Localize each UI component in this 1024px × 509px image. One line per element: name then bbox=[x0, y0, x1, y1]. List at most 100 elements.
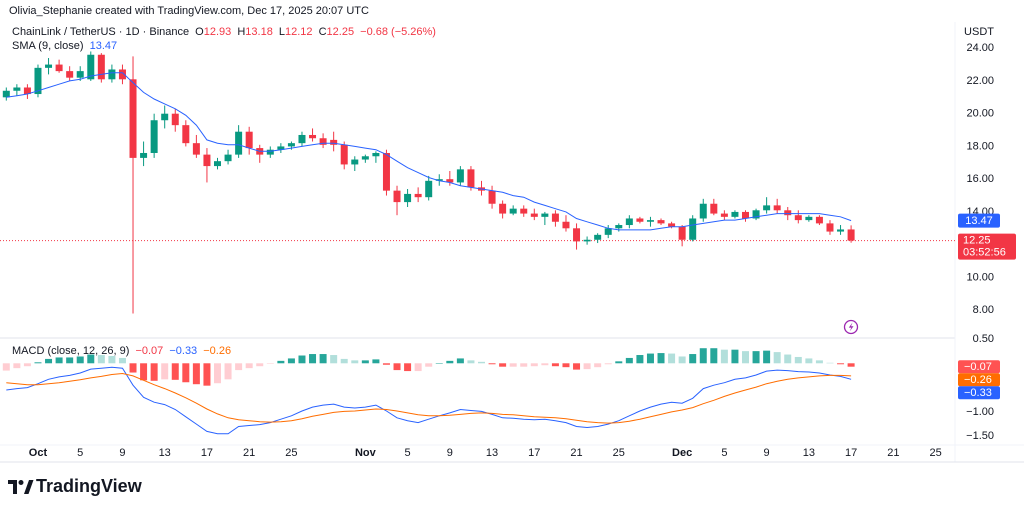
candle-body bbox=[657, 220, 665, 224]
candle-body bbox=[393, 190, 401, 203]
candle-body bbox=[13, 87, 21, 91]
signal-value: −0.26 bbox=[203, 345, 232, 357]
symbol-title: ChainLink / TetherUS · 1D · Binance bbox=[12, 26, 190, 38]
y-tick-label: 22.00 bbox=[966, 75, 994, 87]
macd-legend: MACD (close, 12, 26, 9) −0.07 −0.33 −0.2… bbox=[12, 345, 234, 357]
histogram-bar bbox=[837, 363, 845, 365]
histogram-bar bbox=[478, 361, 485, 364]
candle-body bbox=[2, 90, 10, 98]
x-tick-label: 13 bbox=[486, 447, 498, 459]
x-tick-label: 5 bbox=[405, 447, 411, 459]
x-tick-label: 25 bbox=[929, 447, 941, 459]
histogram-bar bbox=[657, 353, 665, 364]
candle-body bbox=[161, 113, 169, 121]
histogram-bar bbox=[277, 360, 285, 364]
candle-body bbox=[129, 79, 137, 158]
histogram-bar bbox=[435, 363, 443, 364]
sma-title: SMA (9, close) bbox=[12, 40, 84, 52]
candle-body bbox=[97, 54, 105, 80]
macd-badge bbox=[958, 386, 1000, 400]
sma-badge bbox=[958, 213, 1000, 228]
close-value: 12.25 bbox=[326, 26, 355, 38]
candle-body bbox=[499, 203, 507, 214]
histogram-bar bbox=[235, 363, 243, 371]
candle-body bbox=[171, 113, 179, 126]
high-value: 13.18 bbox=[245, 26, 273, 38]
y-tick-label: 18.00 bbox=[966, 140, 994, 152]
price-badge-label: 12.25 bbox=[963, 234, 991, 246]
candle-body bbox=[826, 223, 834, 232]
x-tick-label: 21 bbox=[887, 447, 899, 459]
brand-logo bbox=[8, 480, 34, 494]
y-tick-label: −1.50 bbox=[966, 430, 994, 442]
candle-body bbox=[562, 221, 570, 229]
histogram-bar bbox=[372, 359, 380, 364]
signal-badge bbox=[958, 373, 1000, 387]
candle-body bbox=[530, 213, 538, 217]
histogram-bar bbox=[45, 358, 53, 364]
macd-title: MACD (close, 12, 26, 9) bbox=[12, 345, 130, 357]
symbol-legend: ChainLink / TetherUS · 1D · Binance O12.… bbox=[12, 26, 439, 38]
candle-body bbox=[847, 229, 855, 241]
histogram-bar bbox=[361, 360, 369, 364]
histogram-bar bbox=[161, 363, 169, 380]
x-tick-label: 17 bbox=[201, 447, 213, 459]
x-tick-label: 21 bbox=[570, 447, 582, 459]
candle-body bbox=[140, 152, 148, 158]
histogram-bar bbox=[742, 351, 749, 364]
histogram-bar bbox=[425, 363, 433, 367]
histogram-bar bbox=[815, 360, 823, 364]
histogram-bar bbox=[66, 357, 74, 364]
histogram-bar bbox=[224, 363, 232, 380]
histogram-bar bbox=[118, 357, 126, 364]
y-tick-label: 0.50 bbox=[973, 333, 994, 345]
histogram-bar bbox=[87, 354, 95, 364]
histogram-value: −0.07 bbox=[135, 345, 164, 357]
change-value: −0.68 (−5.26%) bbox=[360, 26, 436, 38]
sma-legend: SMA (9, close) 13.47 bbox=[12, 40, 120, 52]
candle-body bbox=[309, 134, 317, 139]
candle-body bbox=[678, 226, 686, 240]
candle-body bbox=[815, 216, 823, 224]
candle-body bbox=[668, 223, 676, 227]
histogram-bar bbox=[499, 363, 507, 367]
sma-value: 13.47 bbox=[89, 40, 118, 52]
candle-body bbox=[414, 193, 422, 198]
candle-body bbox=[372, 152, 380, 157]
y-tick-label: −1.00 bbox=[966, 406, 994, 418]
y-tick-label: 24.00 bbox=[966, 42, 994, 54]
macd-line bbox=[6, 366, 852, 435]
candle-body bbox=[404, 193, 412, 203]
candle-body bbox=[150, 120, 158, 153]
histogram-bar bbox=[55, 357, 63, 364]
ohlc-letter: L bbox=[278, 26, 285, 38]
histogram-bar bbox=[752, 351, 760, 364]
histogram-bar bbox=[847, 363, 855, 367]
candle-body bbox=[277, 146, 285, 150]
x-tick-label: Oct bbox=[29, 447, 48, 459]
ohlc-letter: C bbox=[318, 26, 327, 38]
price-badge bbox=[958, 233, 1016, 260]
histogram-bar bbox=[404, 363, 412, 372]
candle-body bbox=[214, 161, 221, 167]
candle-body bbox=[182, 125, 190, 144]
histogram-bar bbox=[214, 363, 221, 384]
candle-body bbox=[731, 211, 739, 217]
candle-body bbox=[45, 64, 53, 68]
candle-body bbox=[773, 205, 781, 211]
histogram-bar bbox=[467, 360, 475, 364]
histogram-bar bbox=[309, 354, 317, 364]
histogram-bar bbox=[826, 362, 834, 364]
histogram-bar bbox=[541, 363, 549, 366]
histogram-bar bbox=[287, 358, 295, 364]
candle-body bbox=[235, 131, 243, 155]
brand-name: TradingView bbox=[36, 476, 142, 496]
y-tick-label: 16.00 bbox=[966, 173, 994, 185]
histogram-bar bbox=[382, 363, 390, 365]
histogram-bar bbox=[340, 358, 348, 364]
macd-value: −0.33 bbox=[169, 345, 198, 357]
histogram-bar bbox=[794, 356, 802, 364]
open-value: 12.93 bbox=[203, 26, 232, 38]
